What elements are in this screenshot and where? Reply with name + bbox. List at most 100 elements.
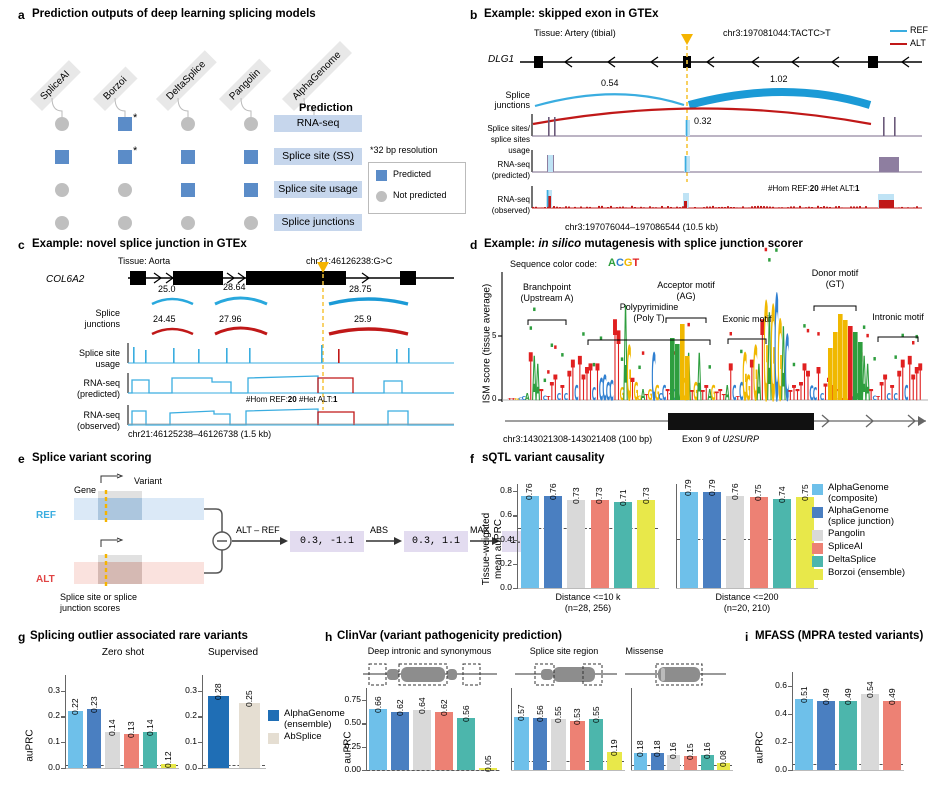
d-annotation-0: Branchpoint (Upstream A) bbox=[492, 282, 602, 304]
f-legend-l1-0: AlphaGenome bbox=[828, 482, 889, 493]
panel-b-letter: b bbox=[470, 8, 478, 22]
d-ann-l2-1: (Poly T) bbox=[633, 313, 665, 323]
x-axis-line bbox=[676, 588, 818, 590]
panel-b-track-label-1: Splice sites/splice sites usage bbox=[487, 124, 530, 155]
bar-value-chart-g1-3: 0.13 bbox=[125, 721, 136, 739]
x-axis-line bbox=[792, 770, 904, 772]
svg-text:C: C bbox=[522, 396, 526, 401]
bar-value-chart-g1-0: 0.22 bbox=[69, 698, 80, 716]
panel-g: g Splicing outlier associated rare varia… bbox=[18, 630, 345, 806]
svg-text:T: T bbox=[546, 396, 550, 401]
c-ref-value-1: 28.64 bbox=[223, 282, 246, 292]
panel-h-letter: h bbox=[325, 630, 333, 644]
panel-c-title: Example: novel splice junction in GTEx bbox=[32, 238, 247, 250]
svg-text:C: C bbox=[820, 392, 824, 403]
bar-chart-i1-2 bbox=[839, 701, 857, 770]
d-ann-l1-0: Branchpoint bbox=[522, 282, 572, 292]
svg-text:A: A bbox=[865, 355, 870, 413]
panel-d-exon-label: Exon 9 of U2SURP bbox=[682, 434, 759, 444]
bar-chart-f2-0 bbox=[679, 492, 698, 588]
e-ref-label: REF bbox=[36, 510, 56, 521]
legend-not-predicted-label: Not predicted bbox=[393, 190, 447, 200]
panel-b-tissue: Tissue: Artery (tibial) bbox=[534, 28, 616, 38]
bar-chart-i1-4 bbox=[883, 701, 901, 770]
panel-c-counts: #Hom REF:20 #Het ALT:1 bbox=[246, 395, 337, 404]
panel-b-coords: chr3:197076044–197086544 (10.5 kb) bbox=[565, 222, 719, 232]
bar-chart-h3-2 bbox=[667, 755, 681, 770]
svg-text:C: C bbox=[739, 378, 743, 407]
panel-c: c Example: novel splice junction in GTEx… bbox=[18, 238, 468, 446]
svg-text:C: C bbox=[673, 385, 677, 403]
panel-c-gene: COL6A2 bbox=[46, 274, 85, 285]
x-axis-line bbox=[202, 768, 266, 770]
c-ref-value-2: 28.75 bbox=[349, 284, 372, 294]
matrix-cell-asterisk-1-1: * bbox=[133, 145, 138, 157]
svg-text:A: A bbox=[725, 382, 730, 405]
panel-d-title: Example: in silico mutagenesis with spli… bbox=[484, 238, 803, 250]
svg-text:T: T bbox=[729, 355, 733, 413]
svg-text:T: T bbox=[613, 298, 617, 427]
base-G: G bbox=[623, 257, 633, 269]
bar-chart-f2-1 bbox=[702, 492, 722, 588]
f-legend-label-4: DeltaSplice bbox=[828, 554, 876, 565]
y-tick-mark-chart-g2-3 bbox=[198, 690, 203, 692]
d-exon-gene: U2SURP bbox=[722, 434, 760, 444]
svg-text:C: C bbox=[609, 375, 613, 407]
y-tick-mark-chart-g2-1 bbox=[198, 742, 203, 744]
het-alt-label: #Het ALT: bbox=[820, 184, 856, 193]
prediction-row-1: Splice site (SS) bbox=[274, 148, 362, 165]
f-legend-l2-1: (splice junction) bbox=[828, 516, 894, 527]
svg-text:A: A bbox=[767, 290, 772, 430]
baseline-dashed-chart-g1 bbox=[66, 764, 178, 766]
e-score-box-2: 0.3, 1.1 bbox=[404, 531, 468, 552]
y-tick-mark-chart-f1-0 bbox=[513, 588, 518, 590]
bar-value-chart-i1-4: 0.49 bbox=[886, 688, 897, 706]
panel-c-track-label-0: Splice site usage bbox=[78, 348, 120, 369]
svg-text:T: T bbox=[883, 368, 887, 408]
bar-chart-h1-2 bbox=[413, 710, 431, 770]
bar-value-chart-f2-2: 0.76 bbox=[729, 483, 740, 501]
baseline-dashed-chart-g2 bbox=[203, 764, 265, 766]
legend-not-predicted-circle bbox=[376, 191, 387, 202]
y-tick-mark-chart-h1-3 bbox=[362, 700, 367, 702]
d-ann-l2-0: (Upstream A) bbox=[520, 293, 574, 303]
svg-text:T: T bbox=[750, 351, 754, 414]
y-tick-mark-chart-f1-1 bbox=[513, 563, 518, 565]
bar-value-chart-h2-4: 0.55 bbox=[590, 706, 601, 723]
d-annotation-5: Intronic motif bbox=[843, 312, 936, 323]
y-tick-chart-h1-0: 0.00 bbox=[344, 764, 361, 774]
bar-chart-f1-0 bbox=[520, 496, 539, 588]
x-axis-line bbox=[65, 768, 179, 770]
panel-c-variant: chr21:46126238:G>C bbox=[306, 256, 393, 266]
c-het-alt-count: 1 bbox=[333, 395, 338, 404]
g-legend-label-0: AlphaGenome (ensemble) bbox=[284, 708, 345, 730]
y-axis-line bbox=[792, 672, 794, 770]
baseline-dashed-chart-h2 bbox=[512, 760, 624, 762]
x-axis-line bbox=[517, 588, 659, 590]
bar-value-chart-f1-4: 0.71 bbox=[617, 489, 628, 507]
panel-h-sub-0: Deep intronic and synonymous bbox=[367, 646, 492, 656]
f-ylabel-l1: Tissue-weighted bbox=[481, 512, 492, 586]
svg-text:T: T bbox=[880, 378, 884, 407]
y-tick-mark-chart-h1-0 bbox=[362, 770, 367, 772]
svg-text:T: T bbox=[560, 382, 564, 405]
y-tick-chart-g2-1: 0.1 bbox=[185, 736, 197, 747]
e-op1: ALT – REF bbox=[236, 525, 280, 535]
f-legend-swatch-2 bbox=[812, 530, 823, 541]
svg-text:C: C bbox=[557, 392, 561, 403]
bar-chart-g1-5 bbox=[161, 764, 176, 768]
panel-c-graphics bbox=[127, 262, 454, 426]
y-tick-mark-chart-f1-3 bbox=[513, 515, 518, 517]
svg-text:T: T bbox=[908, 345, 912, 415]
prediction-row-2: Splice site usage bbox=[274, 181, 362, 198]
bar-chart-g1-2 bbox=[105, 731, 120, 768]
chart-g1: 0.0 0.1 0.2 0.3 0.22 0.23 0.14 0.13 0.14 0.12 bbox=[48, 675, 179, 772]
bar-value-chart-f1-2: 0.73 bbox=[570, 487, 581, 504]
svg-text:T: T bbox=[571, 351, 575, 414]
f-legend-swatch-3 bbox=[812, 543, 823, 554]
panel-d-ytick-0: 0 bbox=[492, 394, 497, 403]
panel-c-track-label-1: RNA-seq (predicted) bbox=[76, 378, 120, 399]
bar-chart-i1-3 bbox=[861, 694, 879, 770]
f-ylabel-l2: mean auPRC bbox=[493, 518, 504, 580]
y-tick-chart-i1-0: 0.0 bbox=[775, 764, 787, 774]
